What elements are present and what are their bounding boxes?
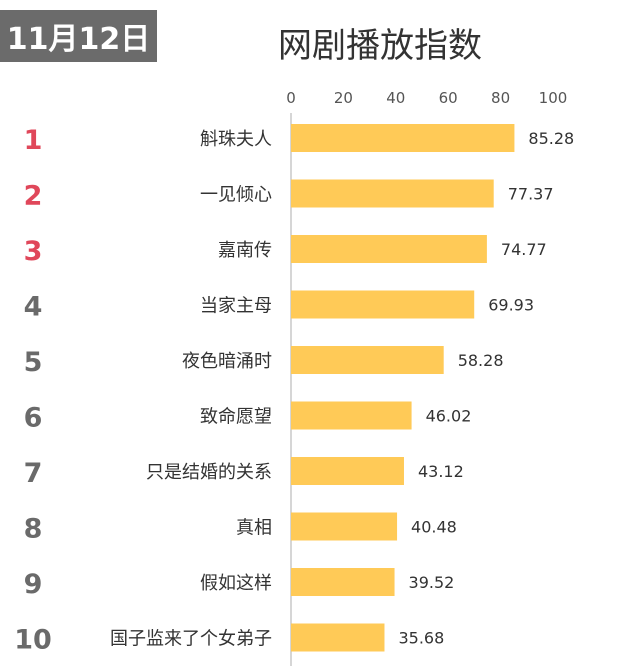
bar bbox=[291, 290, 475, 319]
value-label: 69.93 bbox=[488, 296, 534, 315]
category-label: 致命愿望 bbox=[200, 407, 272, 428]
date-badge: 11月12日 bbox=[0, 10, 157, 62]
bar bbox=[291, 346, 444, 374]
x-tick-label: 60 bbox=[439, 89, 458, 107]
x-tick-label: 100 bbox=[539, 89, 568, 107]
value-label: 46.02 bbox=[426, 407, 472, 426]
bar bbox=[291, 568, 395, 596]
category-label: 斛珠夫人 bbox=[200, 129, 272, 150]
bar bbox=[291, 235, 487, 263]
category-label: 只是结婚的关系 bbox=[146, 462, 272, 483]
value-label: 77.37 bbox=[508, 185, 554, 204]
value-label: 74.77 bbox=[501, 240, 547, 259]
bar bbox=[291, 179, 494, 208]
category-label: 嘉南传 bbox=[218, 240, 272, 261]
rank-number: 3 bbox=[24, 236, 43, 267]
rank-number: 10 bbox=[14, 625, 52, 656]
category-label: 真相 bbox=[236, 518, 272, 539]
x-tick-label: 20 bbox=[334, 89, 353, 107]
rank-number: 5 bbox=[24, 347, 43, 378]
rank-number: 2 bbox=[24, 181, 43, 212]
bar bbox=[291, 623, 385, 652]
rank-number: 8 bbox=[24, 514, 43, 545]
category-label: 当家主母 bbox=[200, 296, 272, 317]
rank-number: 6 bbox=[24, 403, 43, 434]
category-label: 夜色暗涌时 bbox=[182, 351, 272, 372]
rank-number: 9 bbox=[24, 569, 43, 600]
value-label: 39.52 bbox=[409, 573, 455, 592]
x-tick-label: 0 bbox=[286, 89, 296, 107]
value-label: 35.68 bbox=[398, 629, 444, 648]
value-label: 85.28 bbox=[528, 129, 574, 148]
chart-title: 网剧播放指数 bbox=[278, 26, 482, 66]
category-label: 国子监来了个女弟子 bbox=[110, 629, 272, 650]
value-label: 40.48 bbox=[411, 518, 457, 537]
category-label: 一见倾心 bbox=[200, 185, 272, 206]
category-label: 假如这样 bbox=[200, 573, 272, 594]
bar bbox=[291, 457, 404, 485]
rank-number: 7 bbox=[24, 458, 43, 489]
x-tick-label: 40 bbox=[386, 89, 405, 107]
value-label: 43.12 bbox=[418, 462, 464, 481]
value-label: 58.28 bbox=[458, 351, 504, 370]
rank-number: 4 bbox=[24, 292, 43, 323]
bar bbox=[291, 124, 515, 152]
bar bbox=[291, 512, 398, 541]
rank-number: 1 bbox=[24, 125, 43, 156]
x-tick-label: 80 bbox=[491, 89, 510, 107]
bar bbox=[291, 401, 412, 430]
